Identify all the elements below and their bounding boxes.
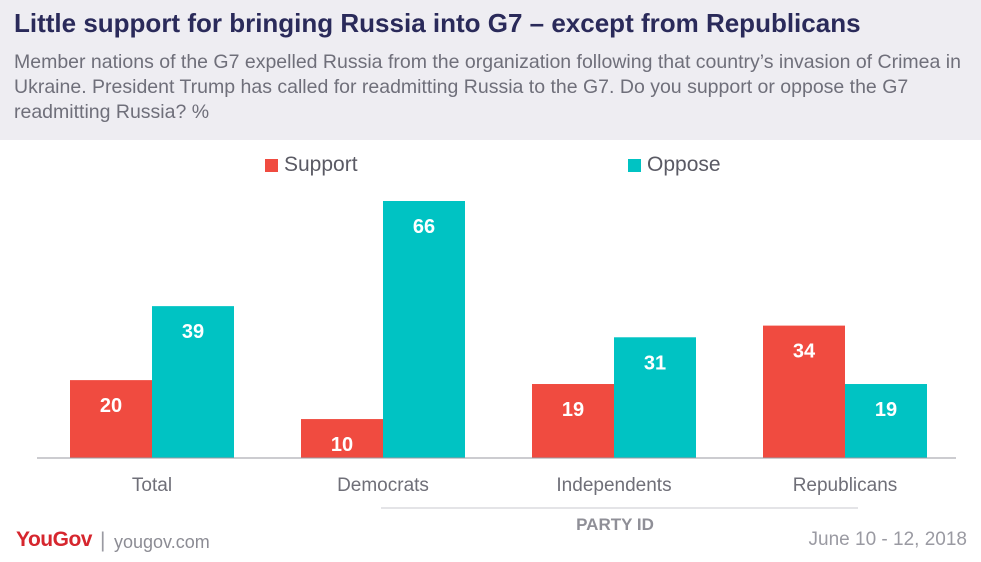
bar-support-democrats bbox=[301, 419, 383, 458]
header-panel: Little support for bringing Russia into … bbox=[0, 0, 981, 140]
bar-oppose-total bbox=[152, 306, 234, 458]
x-tick-label-independents: Independents bbox=[556, 475, 671, 496]
data-label-oppose-independents: 31 bbox=[644, 352, 666, 374]
chart-title: Little support for bringing Russia into … bbox=[14, 8, 861, 38]
bar-oppose-republicans bbox=[845, 384, 927, 458]
x-tick-label-republicans: Republicans bbox=[793, 475, 898, 496]
legend-item-support: Support bbox=[265, 150, 358, 180]
x-tick-label-democrats: Democrats bbox=[337, 475, 429, 496]
legend-item-oppose: Oppose bbox=[628, 150, 721, 180]
legend-swatch-support bbox=[265, 158, 278, 172]
bar-oppose-independents bbox=[614, 337, 696, 458]
legend-label-oppose: Oppose bbox=[647, 153, 721, 176]
survey-date: June 10 - 12, 2018 bbox=[808, 529, 967, 550]
data-label-support-democrats: 10 bbox=[331, 434, 353, 456]
footer-url[interactable]: yougov.com bbox=[114, 532, 210, 552]
data-label-support-republicans: 34 bbox=[793, 341, 816, 363]
party-id-group-label: PARTY ID bbox=[576, 515, 654, 534]
chart-subtitle: Member nations of the G7 expelled Russia… bbox=[14, 51, 961, 123]
bar-support-republicans bbox=[763, 325, 845, 458]
data-label-support-independents: 19 bbox=[562, 399, 584, 421]
data-label-oppose-republicans: 19 bbox=[875, 399, 897, 421]
data-label-oppose-democrats: 66 bbox=[413, 216, 435, 238]
bar-oppose-democrats bbox=[383, 201, 465, 458]
x-tick-label-total: Total bbox=[132, 475, 172, 496]
legend-label-support: Support bbox=[284, 153, 358, 176]
footer-separator: | bbox=[100, 529, 106, 552]
bar-support-independents bbox=[532, 384, 614, 458]
yougov-logo: YouGov bbox=[16, 528, 92, 551]
bar-support-total bbox=[70, 380, 152, 458]
data-label-oppose-total: 39 bbox=[182, 321, 204, 343]
legend-swatch-oppose bbox=[628, 158, 641, 172]
data-label-support-total: 20 bbox=[100, 395, 122, 417]
